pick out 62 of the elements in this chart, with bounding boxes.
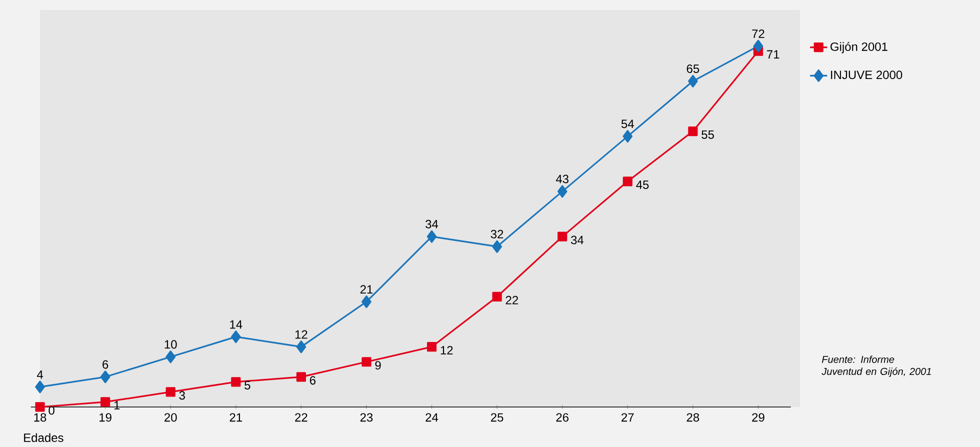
x-tick-label: 19 xyxy=(100,413,112,422)
x-tick-label: 26 xyxy=(556,413,568,422)
point xyxy=(622,130,633,143)
data-label: 10 xyxy=(164,340,177,349)
data-label: 54 xyxy=(621,120,634,128)
point xyxy=(557,185,568,198)
point xyxy=(362,357,372,367)
x-tick-label: 22 xyxy=(295,413,308,422)
data-label: 45 xyxy=(636,180,649,189)
x-tick-label: 18 xyxy=(34,413,46,422)
point xyxy=(100,397,110,407)
x-tick-label: 24 xyxy=(426,413,438,422)
point xyxy=(230,330,241,344)
x-tick-label: 25 xyxy=(490,413,504,422)
legend-label: INJUVE 2000 xyxy=(831,70,902,80)
point xyxy=(296,372,306,382)
data-label: 0 xyxy=(48,406,54,415)
data-label: 72 xyxy=(752,30,764,38)
point xyxy=(35,402,45,412)
point xyxy=(231,377,241,387)
point xyxy=(166,350,176,364)
point xyxy=(492,292,502,302)
point xyxy=(362,295,372,308)
point xyxy=(558,232,568,242)
x-tick-label: 28 xyxy=(686,413,700,422)
data-label: 12 xyxy=(295,330,308,339)
data-label: 22 xyxy=(506,296,518,304)
point xyxy=(492,240,502,253)
data-label: 6 xyxy=(310,376,316,385)
data-label: 34 xyxy=(570,236,584,244)
data-label: 14 xyxy=(230,320,242,329)
x-tick-label: 20 xyxy=(164,413,177,422)
source-note: Fuente: Informe Juventud en Gijón, 2001 xyxy=(822,356,931,377)
point xyxy=(166,387,176,397)
x-tick-label: 27 xyxy=(622,413,634,422)
point xyxy=(622,176,632,186)
x-tick-label: 21 xyxy=(230,413,242,422)
point xyxy=(688,74,698,88)
point xyxy=(753,40,764,52)
data-label: 43 xyxy=(556,174,568,184)
data-label: 9 xyxy=(375,361,381,370)
data-label: 55 xyxy=(702,130,714,139)
point xyxy=(688,126,698,136)
data-label: 34 xyxy=(426,220,438,228)
data-label: 21 xyxy=(360,285,373,294)
x-axis-title: Edades xyxy=(24,433,64,442)
data-label: 71 xyxy=(767,50,780,59)
data-label: 12 xyxy=(440,346,453,354)
x-tick-label: 23 xyxy=(360,413,373,422)
data-label: 65 xyxy=(686,64,700,73)
data-label: 32 xyxy=(490,230,504,238)
point xyxy=(426,230,437,243)
point xyxy=(35,380,45,394)
data-label: 4 xyxy=(36,370,43,379)
legend-label: Gijón 2001 xyxy=(830,42,888,54)
data-label: 5 xyxy=(244,381,250,390)
x-tick-label: 29 xyxy=(752,413,764,422)
point xyxy=(296,340,306,354)
data-label: 6 xyxy=(102,360,108,369)
point xyxy=(100,370,110,384)
point xyxy=(426,342,437,352)
data-label: 3 xyxy=(179,391,185,400)
